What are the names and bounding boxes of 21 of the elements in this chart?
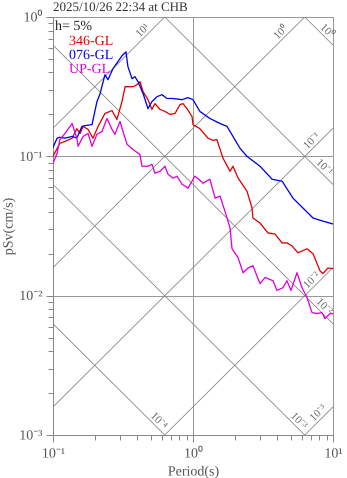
annotation: 10⁰ bbox=[318, 20, 338, 40]
x-tick-label: 10⁰ bbox=[184, 446, 203, 462]
annotation: 10⁻⁴ bbox=[148, 410, 170, 432]
y-axis-title: pSv(cm/s) bbox=[1, 197, 16, 256]
annotation: 10⁰ bbox=[270, 22, 290, 42]
annotation: 10⁻¹ bbox=[301, 130, 322, 152]
annotation: 10¹ bbox=[133, 21, 152, 40]
text: 346-GL bbox=[69, 34, 114, 49]
annotation: 10⁻¹ bbox=[313, 156, 335, 178]
annotation: 10⁻² bbox=[313, 296, 336, 318]
legend-title: h= 5% bbox=[55, 19, 92, 34]
y-tick-label: 10⁻¹ bbox=[19, 150, 42, 165]
series-label: 076-GL bbox=[69, 48, 114, 63]
y-tick-label: 10⁻² bbox=[19, 289, 42, 304]
x-tick-label: 10¹ bbox=[324, 446, 343, 462]
x-tick-label: 10⁻¹ bbox=[42, 446, 66, 462]
chart-title: 2025/10/26 22:34 at CHB bbox=[53, 0, 188, 14]
y-tick-label: 10⁰ bbox=[24, 10, 42, 26]
annotation: 10⁻² bbox=[301, 269, 323, 291]
text: UP-GL bbox=[69, 62, 110, 77]
y-tick-label: 10⁻³ bbox=[19, 428, 42, 444]
